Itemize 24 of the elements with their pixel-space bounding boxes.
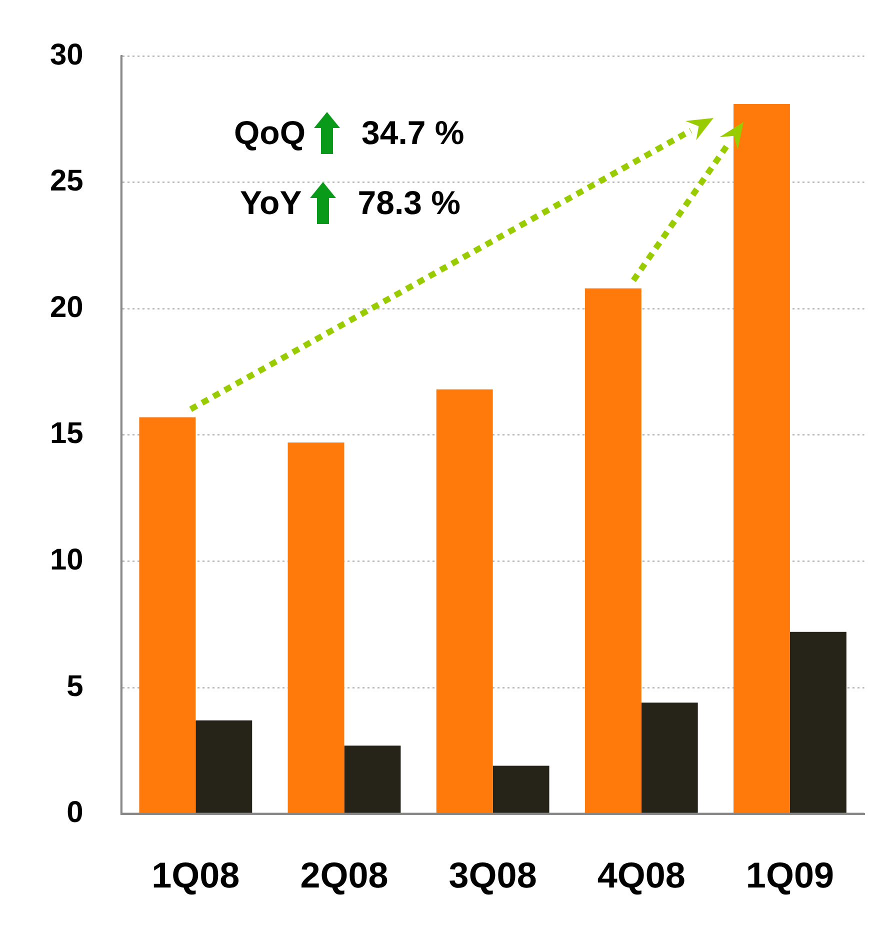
bar [344,746,401,814]
y-tick-label: 10 [50,543,84,576]
bar [584,288,642,814]
text: YoY 78.3 % [240,184,460,221]
y-tick-label: 25 [50,164,84,198]
y-tick-label: 20 [50,290,84,324]
y-tick-label: 0 [66,796,84,830]
bar [436,389,493,814]
x-tick-label: 2Q08 [300,854,388,896]
bar [734,104,790,814]
y-tick-label: 15 [50,417,84,450]
y-tick-label: 30 [50,38,84,72]
text: QoQ 34.7 % [234,114,464,151]
bar [641,702,698,814]
bar [288,442,344,814]
bar [139,417,196,814]
y-tick-label: 5 [66,670,84,703]
x-tick-label: 4Q08 [597,854,686,896]
x-tick-label: 1Q08 [152,854,240,896]
bar [196,720,252,814]
x-tick-label: 3Q08 [448,854,537,896]
bar [492,766,550,814]
bar [790,632,846,814]
x-tick-label: 1Q09 [746,854,834,896]
